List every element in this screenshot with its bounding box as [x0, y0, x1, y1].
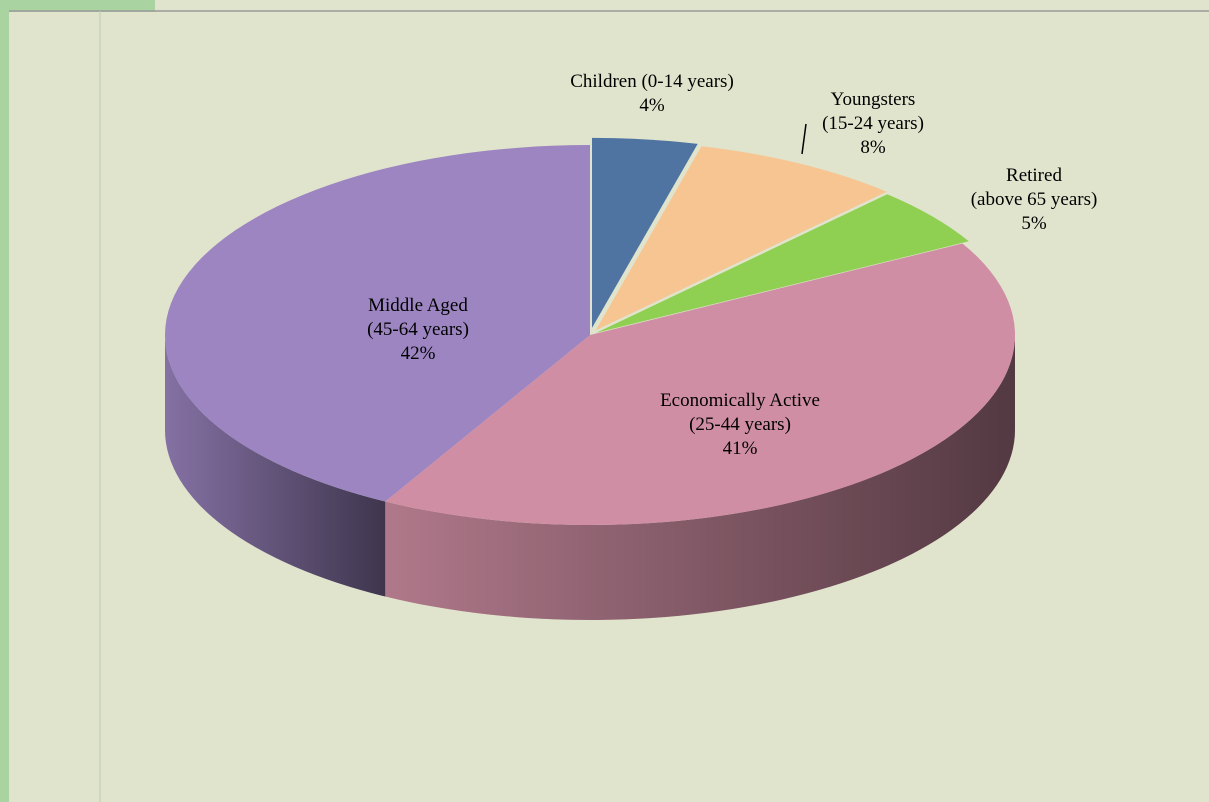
category-label: Children (0-14 years)	[570, 71, 734, 92]
leader-line	[801, 123, 807, 155]
slice	[595, 146, 887, 331]
slice-label: Youngsters (15-24 years) 8%	[822, 88, 924, 160]
slice	[164, 145, 590, 502]
value-label: 4%	[639, 95, 665, 116]
slice-side-shade	[385, 335, 1015, 621]
category-label: Retired (above 65 years)	[970, 165, 1098, 210]
category-label: Youngsters (15-24 years)	[822, 89, 924, 134]
value-label: 5%	[1021, 213, 1047, 234]
slice	[592, 137, 698, 328]
slice-label: Economically Active (25-44 years) 41%	[660, 389, 820, 461]
value-label: 42%	[400, 343, 436, 364]
tab	[0, 0, 155, 12]
category-label: Middle Aged (45-64 years)	[367, 295, 469, 340]
slice-label: Middle Aged (45-64 years) 42%	[367, 294, 469, 366]
value-label: 8%	[860, 137, 886, 158]
slice-side-shade	[165, 335, 386, 597]
slice-label: Children (0-14 years) 4%	[570, 70, 734, 118]
slice	[596, 194, 969, 333]
slice	[385, 243, 1015, 525]
left-strip	[0, 0, 9, 802]
value-label: 41%	[722, 438, 758, 459]
category-label: Economically Active (25-44 years)	[660, 390, 820, 435]
slice-label: Retired (above 65 years) 5%	[971, 164, 1098, 236]
